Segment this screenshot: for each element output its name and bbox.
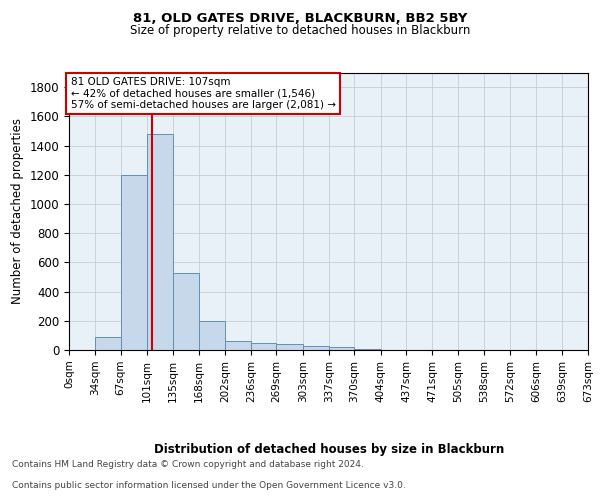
Bar (302, 346, 329, 350)
Text: Contains public sector information licensed under the Open Government Licence v3: Contains public sector information licen… (12, 481, 406, 490)
Bar (199, 321, 225, 350)
Y-axis label: Number of detached properties: Number of detached properties (11, 118, 24, 304)
Text: 81, OLD GATES DRIVE, BLACKBURN, BB2 5BY: 81, OLD GATES DRIVE, BLACKBURN, BB2 5BY (133, 12, 467, 26)
Bar (95, 337, 121, 350)
Text: 81 OLD GATES DRIVE: 107sqm
← 42% of detached houses are smaller (1,546)
57% of s: 81 OLD GATES DRIVE: 107sqm ← 42% of deta… (71, 77, 335, 110)
Bar (225, 340, 251, 350)
Bar (147, 134, 173, 350)
Text: Contains HM Land Registry data © Crown copyright and database right 2024.: Contains HM Land Registry data © Crown c… (12, 460, 364, 469)
Bar (251, 342, 277, 350)
Text: Distribution of detached houses by size in Blackburn: Distribution of detached houses by size … (154, 442, 504, 456)
Bar (121, 174, 147, 350)
Bar (329, 347, 355, 350)
Bar (277, 344, 302, 350)
Text: Size of property relative to detached houses in Blackburn: Size of property relative to detached ho… (130, 24, 470, 37)
Bar (173, 272, 199, 350)
